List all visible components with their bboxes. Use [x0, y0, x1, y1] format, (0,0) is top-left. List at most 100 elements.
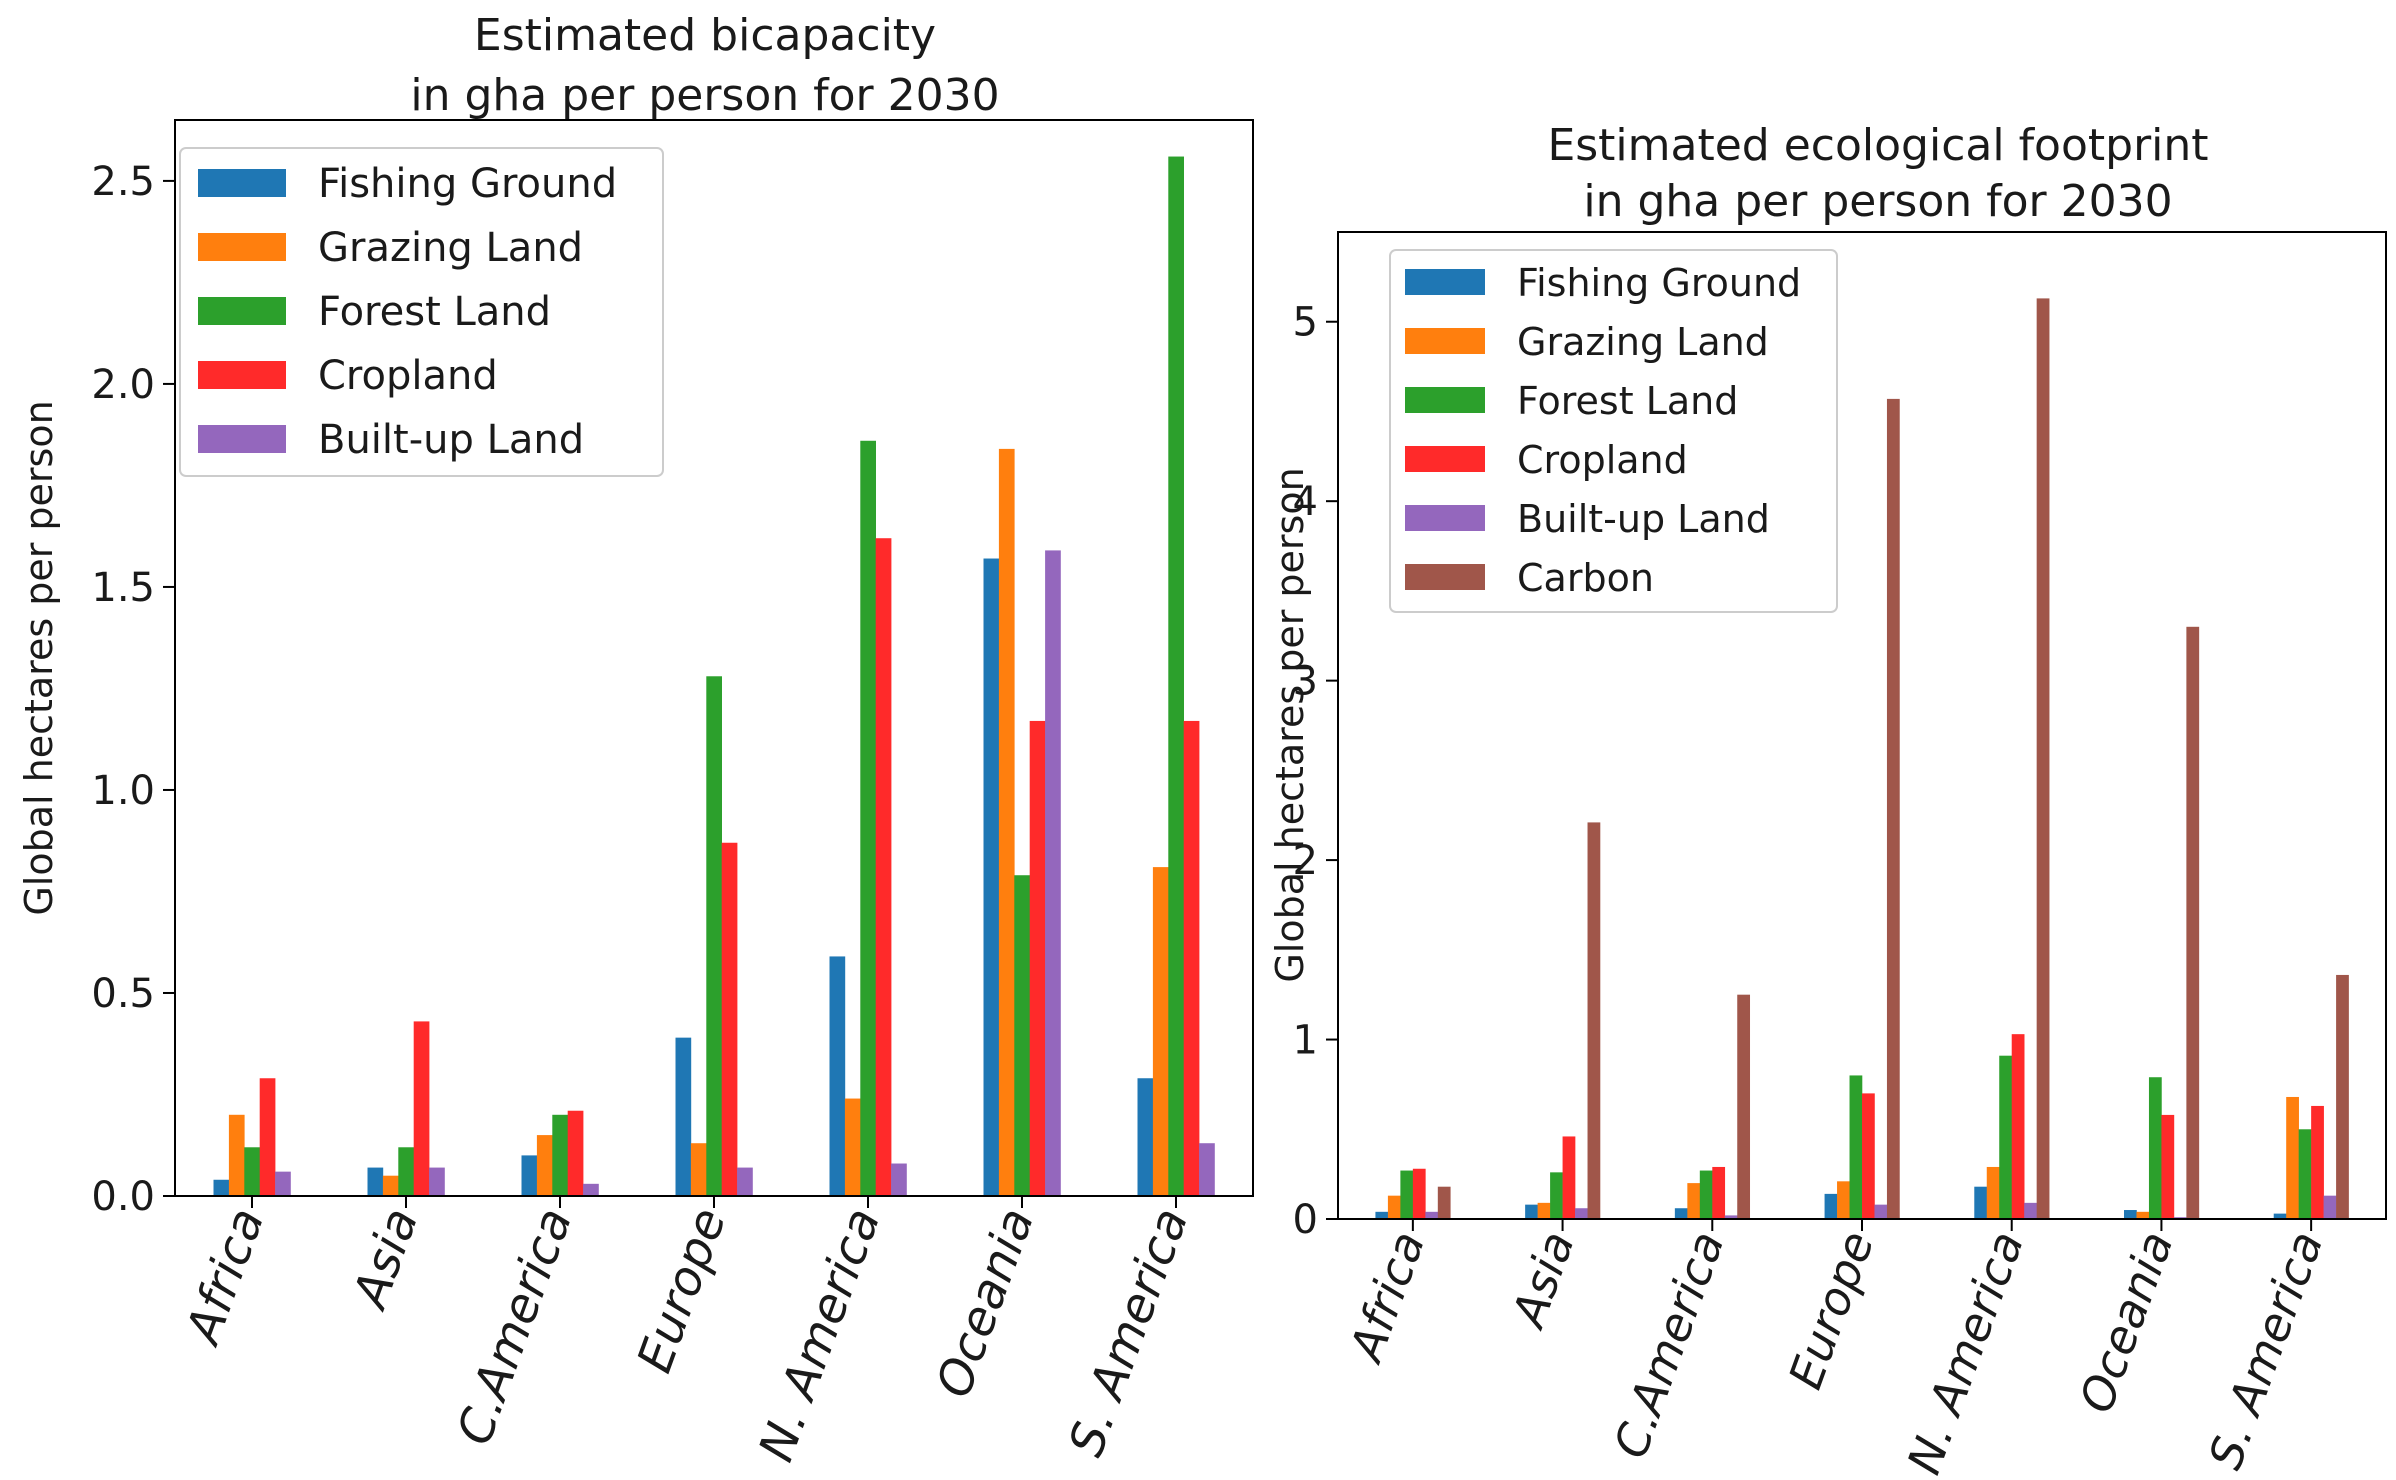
chart1-y-ticks: 0.0 0.5 1.0 1.5 2.0 2.5: [91, 159, 175, 1220]
chart1-x-tick-label-africa: Africa: [174, 1201, 275, 1353]
chart1-y-tick-label: 1.0: [91, 768, 155, 814]
chart1-title-line2: in gha per person for 2030: [410, 70, 999, 121]
chart2-bar-europe-cropland: [1862, 1093, 1875, 1219]
chart1-bar-c-america-cropland: [567, 1110, 584, 1196]
chart2-bar-africa-cropland: [1412, 1168, 1426, 1219]
chart2-title-line2: in gha per person for 2030: [1583, 176, 2172, 227]
chart2-x-tick-label-europe: Europe: [1778, 1224, 1884, 1395]
chart2-bar-europe-fishing-ground: [1824, 1193, 1838, 1219]
chart-ecological-footprint: Estimated ecological footprint in gha pe…: [1268, 120, 2387, 1480]
chart1-bar-n-america-fishing-ground: [829, 956, 846, 1196]
chart1-y-tick-label: 1.5: [91, 565, 155, 611]
chart2-bar-n-america-carbon: [2036, 298, 2050, 1219]
chart2-legend-items: Fishing Ground Grazing Land Forest Land Cro…: [1405, 261, 1801, 600]
chart2-bar-asia-fishing-ground: [1525, 1204, 1538, 1219]
chart2-bar-c-america-carbon: [1737, 994, 1751, 1219]
chart1-bar-s-america-cropland: [1183, 720, 1200, 1196]
chart2-x-tick-label-n-america: N. America: [1897, 1224, 2034, 1480]
chart1-bars: [213, 156, 1215, 1197]
chart2-bar-c-america-cropland: [1712, 1166, 1726, 1219]
chart1-x-tick-label-s-america: S. America: [1058, 1201, 1199, 1464]
chart1-bar-asia-cropland: [413, 1021, 430, 1196]
chart1-title-line1: Estimated bicapacity: [474, 10, 936, 61]
chart1-bar-asia-built-up-land: [429, 1167, 445, 1196]
chart1-bar-n-america-grazing-land: [844, 1098, 861, 1196]
chart1-bar-n-america-cropland: [875, 538, 892, 1196]
chart1-bar-c-america-forest-land: [552, 1114, 568, 1196]
chart1-legend-swatch-fishing-ground: [198, 169, 286, 197]
chart2-title-line1: Estimated ecological footprint: [1547, 120, 2208, 171]
chart1-bar-oceania-fishing-ground: [983, 558, 1000, 1196]
chart1-legend-label-grazing-land: Grazing Land: [318, 225, 583, 271]
chart2-legend-label-forest-land: Forest Land: [1517, 379, 1738, 423]
chart1-legend-label-fishing-ground: Fishing Ground: [318, 161, 617, 207]
chart1-legend-box: [179, 147, 664, 477]
chart2-bar-s-america-forest-land: [2298, 1129, 2312, 1219]
chart2-legend-label-built-up-land: Built-up Land: [1517, 497, 1770, 541]
chart2-bar-asia-built-up-land: [1575, 1208, 1588, 1219]
chart2-bar-oceania-carbon: [2186, 626, 2200, 1219]
chart1-legend-swatch-built-up-land: [198, 425, 286, 453]
chart2-x-tick-label-c-america: C.America: [1603, 1224, 1735, 1465]
chart2-bar-europe-forest-land: [1849, 1075, 1863, 1219]
chart2-legend: Fishing Ground Grazing Land Forest Land Cro…: [1389, 249, 1838, 613]
chart1-bar-oceania-forest-land: [1014, 875, 1030, 1196]
chart2-bar-c-america-forest-land: [1699, 1170, 1713, 1219]
chart2-bar-africa-carbon: [1437, 1186, 1451, 1219]
chart1-bar-africa-forest-land: [244, 1147, 260, 1196]
chart1-bar-asia-forest-land: [398, 1147, 414, 1196]
chart2-bar-oceania-grazing-land: [2136, 1211, 2150, 1219]
chart1-y-tick-label: 2.5: [91, 159, 155, 205]
chart1-bar-n-america-forest-land: [860, 440, 876, 1197]
chart2-y-tick-label: 3: [1293, 659, 1318, 705]
chart2-bar-n-america-grazing-land: [1986, 1166, 2000, 1219]
chart2-bar-s-america-built-up-land: [2323, 1195, 2337, 1219]
chart2-x-tick-label-oceania: Oceania: [2069, 1224, 2184, 1419]
chart2-bar-africa-fishing-ground: [1375, 1211, 1389, 1219]
chart1-bar-c-america-grazing-land: [536, 1135, 553, 1196]
chart2-bar-africa-forest-land: [1400, 1170, 1414, 1219]
chart2-bar-europe-carbon: [1886, 398, 1900, 1220]
chart1-bar-europe-cropland: [721, 842, 738, 1196]
chart1-x-tick-label-n-america: N. America: [748, 1201, 891, 1469]
chart2-bar-s-america-grazing-land: [2286, 1096, 2299, 1219]
chart2-bar-s-america-cropland: [2311, 1105, 2324, 1219]
chart2-bar-asia-carbon: [1587, 822, 1601, 1219]
chart2-bar-s-america-fishing-ground: [2273, 1213, 2287, 1219]
chart1-y-tick-label: 0.0: [91, 1174, 155, 1220]
chart2-bar-oceania-forest-land: [2148, 1077, 2162, 1219]
chart2-legend-label-grazing-land: Grazing Land: [1517, 320, 1769, 364]
chart2-legend-label-fishing-ground: Fishing Ground: [1517, 261, 1801, 305]
chart2-bar-europe-grazing-land: [1837, 1181, 1850, 1219]
chart2-bar-asia-cropland: [1562, 1136, 1576, 1219]
chart2-x-tick-label-africa: Africa: [1338, 1224, 1435, 1370]
chart1-legend-label-cropland: Cropland: [318, 353, 498, 399]
chart1-bar-oceania-built-up-land: [1045, 550, 1061, 1196]
chart2-bar-s-america-carbon: [2336, 974, 2349, 1219]
chart1-legend: Fishing Ground Grazing Land Forest Land Cro…: [179, 147, 664, 477]
chart1-bar-europe-forest-land: [706, 676, 722, 1196]
chart2-x-tick-label-asia: Asia: [1500, 1224, 1585, 1336]
chart1-bar-asia-grazing-land: [382, 1175, 399, 1196]
chart1-y-axis-label: Global hectares per person: [17, 400, 61, 915]
chart2-bar-n-america-cropland: [2011, 1034, 2025, 1219]
chart2-bar-c-america-fishing-ground: [1674, 1208, 1688, 1219]
chart2-legend-box: [1389, 249, 1838, 613]
chart1-legend-swatch-grazing-land: [198, 233, 286, 261]
chart1-bar-s-america-built-up-land: [1199, 1143, 1215, 1196]
chart2-y-tick-label: 5: [1293, 300, 1318, 346]
chart1-bar-oceania-grazing-land: [998, 448, 1015, 1196]
chart1-legend-swatch-cropland: [198, 361, 286, 389]
chart2-y-tick-label: 4: [1293, 479, 1318, 525]
chart1-x-tick-label-c-america: C.America: [446, 1201, 583, 1452]
chart1-bar-africa-built-up-land: [275, 1171, 291, 1196]
chart2-y-tick-label: 0: [1293, 1197, 1318, 1243]
chart1-bar-oceania-cropland: [1029, 720, 1046, 1196]
chart1-bar-s-america-forest-land: [1168, 156, 1184, 1196]
chart2-bar-n-america-fishing-ground: [1974, 1186, 1988, 1219]
chart2-bar-n-america-built-up-land: [2024, 1202, 2037, 1219]
chart2-bar-oceania-cropland: [2161, 1114, 2175, 1219]
chart1-bar-s-america-grazing-land: [1152, 867, 1169, 1196]
chart1-x-tick-labels: Africa Asia C.America Europe N. America Ocean…: [174, 1196, 1199, 1469]
chart1-legend-label-forest-land: Forest Land: [318, 289, 551, 335]
